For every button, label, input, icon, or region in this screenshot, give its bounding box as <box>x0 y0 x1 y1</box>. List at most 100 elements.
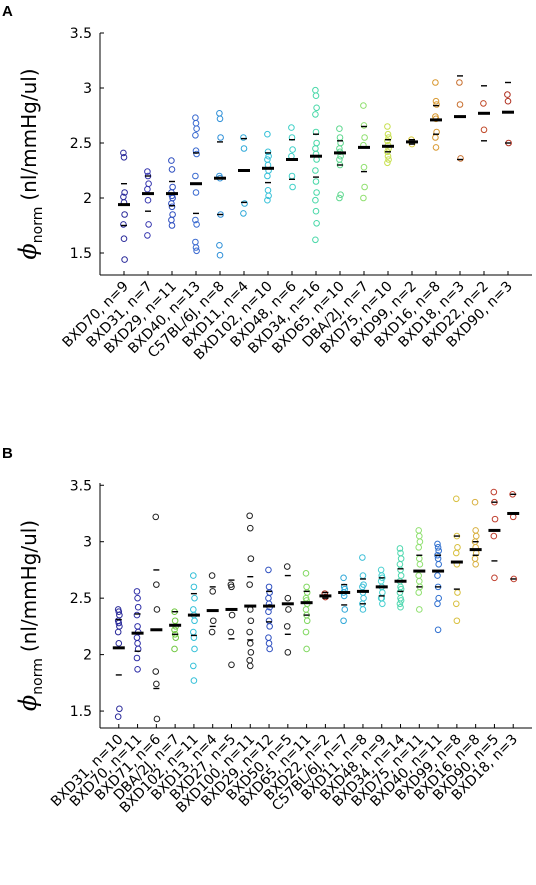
y-tick-label: 1.5 <box>70 246 92 262</box>
y-tick-label: 3 <box>83 81 92 97</box>
data-point <box>284 649 292 656</box>
data-point <box>303 583 310 591</box>
data-point <box>265 566 272 574</box>
data-point <box>114 713 122 721</box>
data-point <box>434 540 441 548</box>
data-point <box>359 554 366 561</box>
data-point <box>384 137 391 145</box>
data-point <box>264 156 271 163</box>
data-point <box>284 594 292 602</box>
data-point <box>416 560 424 568</box>
data-point <box>397 603 404 611</box>
data-point <box>168 216 175 224</box>
data-point <box>191 645 198 653</box>
data-point <box>168 203 176 211</box>
data-point <box>360 194 367 202</box>
data-point <box>144 185 151 193</box>
data-point <box>116 623 123 630</box>
y-axis-label: ϕnorm (nl/mmHg/ul) <box>14 68 46 259</box>
y-axis-subscript: norm <box>30 658 46 695</box>
data-point <box>452 495 460 503</box>
data-point <box>116 611 123 619</box>
data-point <box>285 606 292 613</box>
data-point <box>397 566 404 574</box>
data-point <box>454 589 461 596</box>
data-point <box>209 617 217 625</box>
data-point <box>266 623 273 630</box>
y-tick-label: 3.5 <box>70 478 92 494</box>
data-point <box>434 555 442 562</box>
data-point <box>432 79 439 86</box>
data-point <box>217 134 224 141</box>
data-point <box>312 196 319 204</box>
data-point <box>504 91 511 98</box>
data-point <box>435 594 442 602</box>
data-point <box>190 662 197 670</box>
data-point <box>359 572 367 579</box>
data-point <box>313 220 320 227</box>
data-point <box>313 189 320 196</box>
data-point <box>120 235 128 242</box>
data-point <box>246 662 254 670</box>
data-point <box>133 588 141 595</box>
data-point <box>240 210 247 217</box>
data-point <box>336 156 343 163</box>
data-point <box>193 247 200 255</box>
data-point <box>264 187 272 194</box>
data-point <box>416 555 423 562</box>
data-point <box>133 611 141 619</box>
data-point <box>415 572 423 579</box>
data-point <box>397 555 405 562</box>
data-point <box>192 132 199 139</box>
data-point <box>303 645 310 653</box>
data-point <box>336 194 343 202</box>
data-point <box>360 122 368 129</box>
y-tick-label: 2 <box>83 648 92 664</box>
data-point <box>264 196 271 204</box>
y-tick-label: 3 <box>83 535 92 551</box>
data-point <box>435 560 442 568</box>
data-point <box>227 628 235 636</box>
data-point <box>153 606 161 613</box>
data-point <box>456 79 463 86</box>
y-axis-symbol: ϕ <box>14 243 42 259</box>
data-point <box>190 606 197 613</box>
y-axis-symbol: ϕ <box>14 695 42 711</box>
data-point <box>193 125 200 132</box>
data-point <box>453 617 461 625</box>
data-point <box>246 656 253 664</box>
data-point <box>432 97 440 105</box>
data-point <box>384 152 392 160</box>
data-point <box>168 222 176 229</box>
data-point <box>288 124 295 131</box>
data-point <box>171 617 179 625</box>
data-point <box>336 134 344 141</box>
data-point <box>396 560 404 568</box>
data-point <box>504 97 512 105</box>
data-point <box>169 211 176 218</box>
data-point <box>283 623 291 630</box>
data-point <box>360 102 367 109</box>
data-point <box>216 115 224 123</box>
data-point <box>416 532 423 540</box>
data-point <box>457 155 464 162</box>
data-point <box>168 166 176 173</box>
data-point <box>246 581 253 588</box>
data-point <box>490 532 498 540</box>
panel-letter: A <box>2 3 13 20</box>
data-point <box>153 581 160 588</box>
data-point <box>397 572 405 579</box>
data-point <box>313 104 320 112</box>
y-axis-label: ϕnorm (nl/mmHg/ul) <box>14 520 46 711</box>
data-point <box>208 628 216 636</box>
data-point <box>416 577 423 585</box>
data-point <box>172 634 180 641</box>
data-point <box>247 617 255 625</box>
data-point <box>192 119 200 127</box>
data-point <box>379 589 386 596</box>
data-point <box>191 617 198 625</box>
y-tick-label: 2 <box>83 191 92 207</box>
data-point <box>171 645 178 653</box>
data-point <box>434 600 441 608</box>
